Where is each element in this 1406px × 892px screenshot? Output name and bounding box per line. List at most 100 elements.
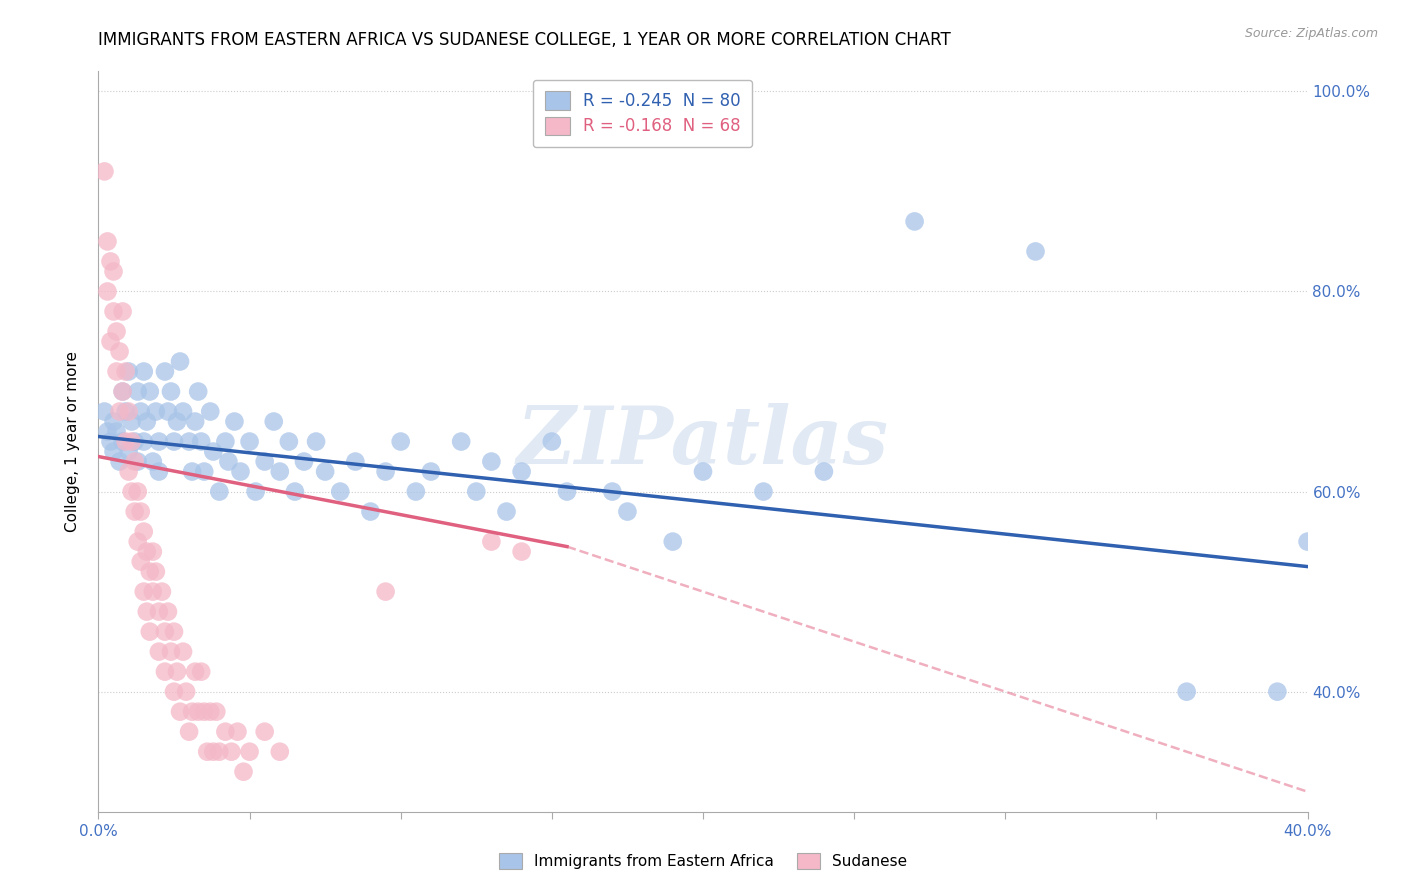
Point — [200, 705, 222, 719]
Point — [193, 465, 215, 479]
Y-axis label: College, 1 year or more: College, 1 year or more — [65, 351, 80, 532]
Point — [555, 484, 578, 499]
Text: ZIPatlas: ZIPatlas — [517, 403, 889, 480]
Point — [96, 285, 118, 299]
Point — [132, 524, 155, 539]
Point — [139, 384, 162, 399]
Point — [114, 434, 136, 449]
Point — [405, 484, 427, 499]
Point — [121, 415, 143, 429]
Point — [202, 444, 225, 458]
Point — [616, 505, 638, 519]
Point — [253, 724, 276, 739]
Point — [156, 404, 179, 418]
Point — [181, 465, 204, 479]
Point — [226, 724, 249, 739]
Point — [96, 425, 118, 439]
Point — [374, 584, 396, 599]
Point — [153, 665, 176, 679]
Point — [163, 434, 186, 449]
Point — [1024, 244, 1046, 259]
Point — [510, 465, 533, 479]
Point — [103, 264, 125, 278]
Point — [163, 684, 186, 698]
Point — [148, 465, 170, 479]
Point — [232, 764, 254, 779]
Point — [142, 584, 165, 599]
Point — [305, 434, 328, 449]
Point — [121, 484, 143, 499]
Point — [103, 415, 125, 429]
Point — [190, 665, 212, 679]
Point — [93, 404, 115, 418]
Point — [139, 624, 162, 639]
Point — [148, 645, 170, 659]
Point — [752, 484, 775, 499]
Point — [166, 665, 188, 679]
Point — [510, 544, 533, 558]
Point — [111, 384, 134, 399]
Point — [540, 434, 562, 449]
Legend: Immigrants from Eastern Africa, Sudanese: Immigrants from Eastern Africa, Sudanese — [492, 847, 914, 875]
Point — [127, 484, 149, 499]
Point — [124, 434, 146, 449]
Point — [127, 384, 149, 399]
Point — [329, 484, 352, 499]
Point — [166, 415, 188, 429]
Point — [132, 434, 155, 449]
Point — [172, 645, 194, 659]
Point — [292, 454, 315, 468]
Point — [132, 364, 155, 378]
Point — [269, 465, 291, 479]
Point — [93, 164, 115, 178]
Point — [284, 484, 307, 499]
Point — [269, 745, 291, 759]
Point — [118, 465, 141, 479]
Point — [344, 454, 367, 468]
Point — [314, 465, 336, 479]
Point — [169, 705, 191, 719]
Point — [160, 645, 183, 659]
Point — [105, 425, 128, 439]
Point — [813, 465, 835, 479]
Point — [217, 454, 239, 468]
Point — [239, 434, 262, 449]
Point — [181, 705, 204, 719]
Point — [142, 544, 165, 558]
Point — [360, 505, 382, 519]
Point — [208, 484, 231, 499]
Point — [111, 304, 134, 318]
Point — [127, 454, 149, 468]
Point — [200, 404, 222, 418]
Point — [174, 684, 197, 698]
Point — [904, 214, 927, 228]
Point — [692, 465, 714, 479]
Point — [239, 745, 262, 759]
Point — [114, 404, 136, 418]
Point — [100, 254, 122, 268]
Point — [184, 415, 207, 429]
Point — [150, 584, 173, 599]
Point — [148, 434, 170, 449]
Point — [263, 415, 285, 429]
Point — [103, 304, 125, 318]
Point — [153, 364, 176, 378]
Point — [214, 434, 236, 449]
Point — [145, 404, 167, 418]
Point — [118, 364, 141, 378]
Point — [374, 465, 396, 479]
Point — [202, 745, 225, 759]
Point — [481, 454, 503, 468]
Point — [132, 584, 155, 599]
Point — [184, 665, 207, 679]
Point — [105, 364, 128, 378]
Point — [1296, 534, 1319, 549]
Point — [100, 434, 122, 449]
Point — [118, 444, 141, 458]
Point — [118, 404, 141, 418]
Point — [229, 465, 252, 479]
Text: IMMIGRANTS FROM EASTERN AFRICA VS SUDANESE COLLEGE, 1 YEAR OR MORE CORRELATION C: IMMIGRANTS FROM EASTERN AFRICA VS SUDANE… — [98, 31, 952, 49]
Point — [205, 705, 228, 719]
Point — [208, 745, 231, 759]
Point — [389, 434, 412, 449]
